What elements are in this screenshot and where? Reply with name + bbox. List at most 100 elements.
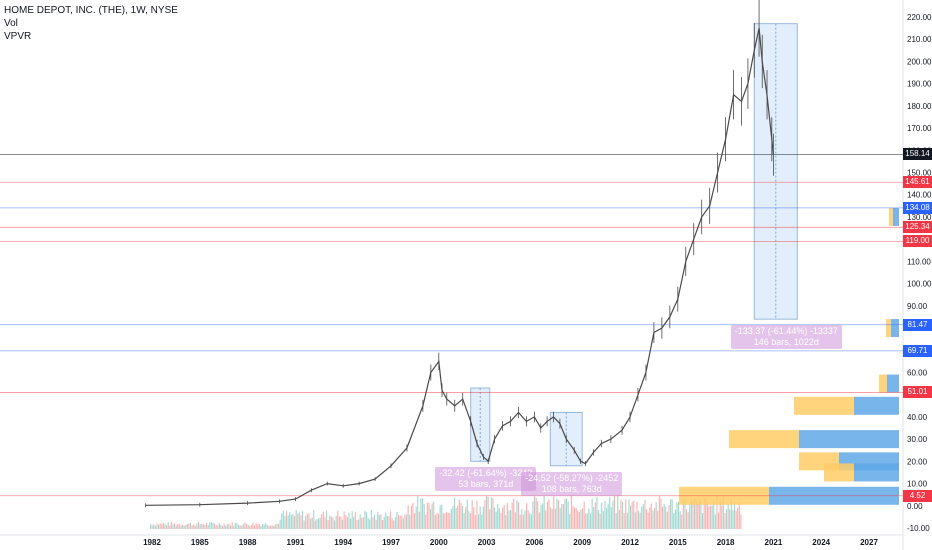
vpvr-up-bar [889, 207, 893, 226]
measurement-change: -32.42 (-61.64%) -3242 [439, 468, 533, 479]
y-tick-label: 210.00 [907, 35, 932, 44]
legend-vol: Vol [4, 18, 18, 29]
volume-bar [186, 524, 188, 529]
volume-bar [529, 513, 531, 529]
measurement-change: -24.52 (-58.27%) -2452 [525, 472, 619, 483]
volume-bar [518, 502, 520, 529]
volume-bar [527, 510, 529, 529]
volume-bar [524, 510, 526, 529]
volume-bar [695, 499, 697, 529]
vpvr-up-bar [729, 430, 799, 449]
volume-bar [478, 514, 480, 529]
volume-bar [740, 514, 742, 529]
volume-bar [151, 525, 153, 529]
volume-bar [302, 511, 304, 529]
volume-bar [313, 510, 315, 529]
volume-bar [423, 503, 425, 529]
y-tick-label: 60.00 [907, 368, 928, 377]
volume-bar [177, 524, 179, 529]
volume-bar [722, 496, 724, 529]
volume-bar [401, 515, 403, 529]
volume-bar [431, 503, 433, 529]
volume-bar [244, 522, 246, 529]
volume-bar [306, 513, 308, 529]
volume-bar [162, 523, 164, 529]
volume-bar [398, 514, 400, 529]
volume-bar [546, 501, 548, 529]
volume-bar [198, 521, 200, 529]
volume-bar [234, 523, 236, 529]
y-tick-label: 180.00 [907, 102, 932, 111]
volume-bar [342, 519, 344, 529]
y-tick-label: -10.00 [907, 524, 930, 533]
volume-bar [662, 506, 664, 529]
volume-bar [665, 506, 667, 529]
volume-bar [658, 495, 660, 529]
volume-bar [682, 503, 684, 529]
volume-bar [215, 524, 217, 529]
volume-bar [436, 512, 438, 529]
x-tick-label: 2018 [717, 538, 735, 547]
volume-bar [482, 506, 484, 529]
volume-bar [407, 505, 409, 529]
price-tag: 145.61 [903, 176, 932, 189]
volume-bar [674, 509, 676, 529]
volume-bar [322, 511, 324, 529]
volume-bar [225, 525, 227, 529]
volume-bar [196, 523, 198, 529]
volume-bar [274, 524, 276, 529]
volume-bar [583, 501, 585, 529]
volume-bar [642, 504, 644, 529]
volume-bar [409, 514, 411, 529]
volume-bar [265, 522, 267, 529]
volume-bar [375, 519, 377, 529]
x-tick-label: 2024 [812, 538, 830, 547]
volume-bar [633, 500, 635, 529]
volume-bar [502, 507, 504, 529]
volume-bar [450, 508, 452, 529]
volume-bar [689, 502, 691, 529]
volume-bar [209, 522, 211, 529]
volume-bar [385, 512, 387, 529]
volume-bar [578, 512, 580, 529]
x-tick-label: 2006 [526, 538, 544, 547]
volume-bar [361, 517, 363, 529]
volume-bar [345, 514, 347, 529]
volume-bar [278, 523, 280, 529]
volume-bar [204, 524, 206, 529]
volume-bar [383, 516, 385, 529]
volume-bar [543, 496, 545, 529]
volume-bar [238, 525, 240, 529]
volume-bar [655, 502, 657, 529]
volume-bar [564, 499, 566, 529]
volume-bar [591, 498, 593, 529]
y-tick-label: 150.00 [907, 169, 932, 178]
volume-bar [650, 503, 652, 529]
volume-bar [535, 497, 537, 529]
volume-bar [561, 504, 563, 529]
volume-bar [396, 511, 398, 529]
x-axis: 1982 1985 1988 1991 1994 1997 2000 2003 2006 2009… [143, 538, 878, 547]
volume-bar [585, 513, 587, 529]
volume-bar [310, 518, 312, 529]
volume-bar [170, 521, 172, 529]
volume-bar [159, 523, 161, 529]
volume-bar [484, 499, 486, 529]
volume-bar [271, 525, 273, 529]
volume-bar [500, 513, 502, 529]
volume-bar [249, 525, 251, 529]
volume-bar [279, 519, 281, 529]
volume-bar [150, 523, 152, 529]
measurement-box [753, 23, 798, 320]
volume-bar [570, 495, 572, 529]
volume-bar [292, 513, 294, 529]
volume-bar [359, 514, 361, 529]
y-tick-label: 130.00 [907, 213, 932, 222]
volume-bar [729, 509, 731, 529]
volume-bar [489, 509, 491, 529]
y-tick-label: 0.00 [907, 502, 923, 511]
measurement-boxes [470, 23, 798, 467]
volume-bar [246, 523, 248, 529]
